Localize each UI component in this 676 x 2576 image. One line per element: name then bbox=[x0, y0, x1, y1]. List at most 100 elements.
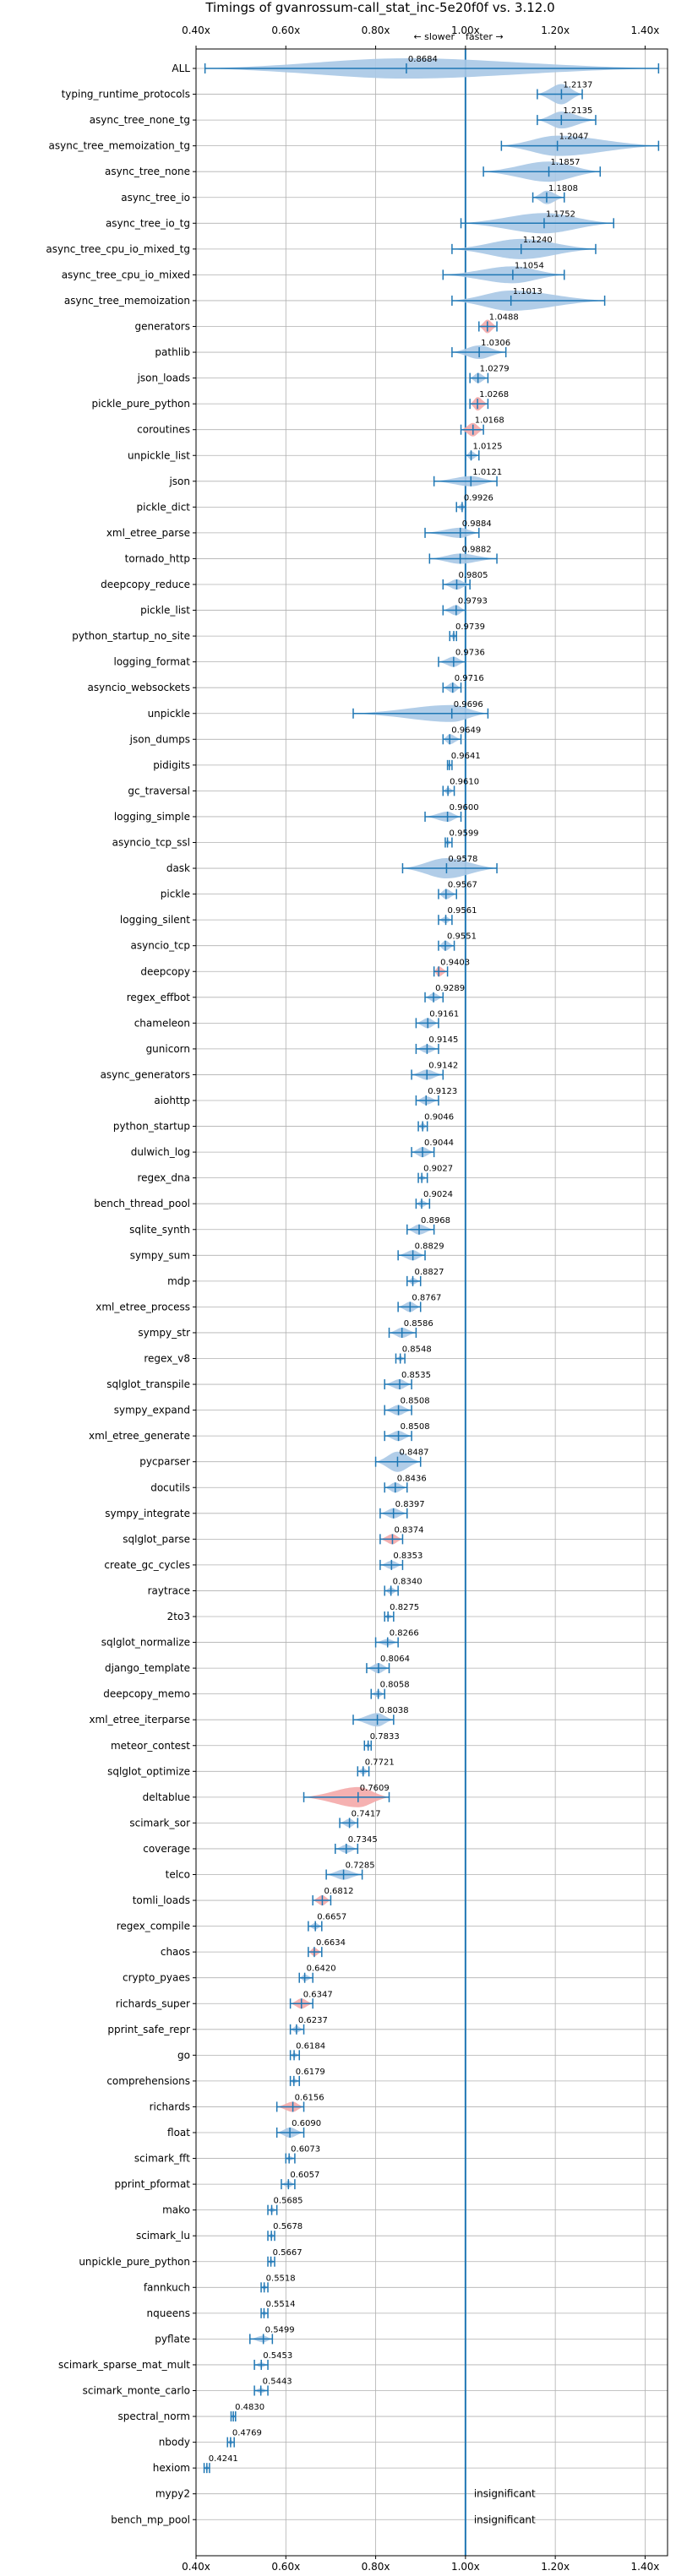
benchmark-name-label: unpickle bbox=[148, 708, 190, 720]
violin-bench_thread_pool: 0.9024 bbox=[415, 1190, 453, 1209]
value-label: 1.0121 bbox=[472, 468, 502, 477]
benchmark-name-label: pprint_safe_repr bbox=[107, 2024, 190, 2035]
benchmark-name-label: sqlglot_transpile bbox=[106, 1378, 190, 1390]
violin-float: 0.6090 bbox=[275, 2119, 321, 2138]
benchmark-name-label: pickle_list bbox=[140, 605, 190, 617]
violin-nbody: 0.4769 bbox=[226, 2429, 262, 2448]
value-label: 0.6090 bbox=[292, 2119, 321, 2128]
violin-sqlglot_parse: 0.8374 bbox=[379, 1525, 423, 1545]
violin-spectral_norm: 0.4830 bbox=[230, 2403, 264, 2422]
benchmark-name-label: sqlite_synth bbox=[129, 1224, 190, 1236]
benchmark-name-label: crypto_pyaes bbox=[123, 1972, 190, 1984]
violin-gc_traversal: 0.9610 bbox=[442, 777, 479, 796]
value-label: 1.1240 bbox=[523, 236, 553, 245]
benchmark-name-label: pickle_pure_python bbox=[92, 398, 190, 410]
violin-scimark_monte_carlo: 0.5443 bbox=[254, 2378, 292, 2396]
violin-async_generators: 0.9142 bbox=[411, 1061, 458, 1080]
violin-deepcopy_memo: 0.8058 bbox=[370, 1681, 410, 1699]
benchmark-name-label: sympy_sum bbox=[130, 1249, 190, 1261]
benchmark-name-label: meteor_contest bbox=[111, 1740, 190, 1752]
benchmark-name-label: mdp bbox=[167, 1275, 190, 1287]
violin-sqlglot_transpile: 0.8535 bbox=[384, 1371, 431, 1390]
violin-sympy_integrate: 0.8397 bbox=[379, 1500, 425, 1519]
value-label: 0.7345 bbox=[348, 1835, 378, 1845]
benchmark-name-label: mypy2 bbox=[155, 2488, 190, 2500]
violin-regex_dna: 0.9027 bbox=[417, 1165, 453, 1183]
value-label: 0.9641 bbox=[451, 752, 481, 761]
violin-telco: 0.7285 bbox=[325, 1861, 375, 1880]
value-label: 0.6156 bbox=[295, 2093, 324, 2102]
violin-tornado_http: 0.9882 bbox=[428, 545, 498, 564]
violin-richards: 0.6156 bbox=[275, 2093, 324, 2112]
value-label: 0.6184 bbox=[296, 2041, 325, 2051]
value-label: 0.7721 bbox=[365, 1758, 395, 1767]
benchmark-name-label: raytrace bbox=[148, 1584, 190, 1596]
benchmark-name-label: python_startup bbox=[113, 1121, 190, 1133]
value-label: 0.8829 bbox=[415, 1242, 444, 1251]
benchmark-name-label: asyncio_tcp bbox=[130, 940, 190, 952]
value-label: 0.8968 bbox=[421, 1216, 450, 1226]
benchmark-name-label: coroutines bbox=[137, 424, 190, 436]
value-label: 0.5678 bbox=[273, 2222, 303, 2231]
value-label: 0.5685 bbox=[274, 2197, 303, 2206]
benchmark-name-label: async_tree_io bbox=[121, 192, 190, 204]
violin-tomli_loads: 0.6812 bbox=[312, 1887, 353, 1906]
benchmark-name-label: float bbox=[167, 2127, 190, 2139]
x-tick-label-top: 0.60x bbox=[271, 24, 300, 36]
insignificant-label: insignificant bbox=[474, 2488, 536, 2500]
violin-regex_compile: 0.6657 bbox=[308, 1913, 346, 1932]
violin-pickle_pure_python: 1.0268 bbox=[469, 390, 509, 411]
benchmark-name-label: comprehensions bbox=[106, 2075, 190, 2087]
violin-coroutines: 1.0168 bbox=[460, 416, 504, 437]
benchmark-name-label: ALL bbox=[172, 62, 190, 74]
x-axis-ticks: 0.40x 0.40x 0.60x 0.60x 0.80x 0.80x 1.00x 1.00x… bbox=[182, 24, 659, 2573]
benchmark-name-label: aiohttp bbox=[154, 1095, 190, 1106]
benchmark-name-label: tornado_http bbox=[125, 552, 190, 564]
value-label: 0.9610 bbox=[450, 777, 479, 786]
benchmark-name-label: spectral_norm bbox=[117, 2410, 190, 2422]
benchmark-name-label: go bbox=[177, 2049, 190, 2061]
value-label: 0.6812 bbox=[324, 1887, 353, 1896]
violin-logging_simple: 0.9600 bbox=[424, 803, 479, 822]
benchmark-name-label: python_startup_no_site bbox=[72, 630, 190, 642]
benchmark-name-label: chaos bbox=[161, 1946, 190, 1958]
benchmark-rows: ALL 0.8684 typing_runtime_protocols 1.2137 a… bbox=[46, 55, 660, 2525]
benchmark-name-label: deepcopy_reduce bbox=[101, 579, 190, 590]
slower-direction-label: ← slower bbox=[413, 31, 455, 42]
violin-pyflate: 0.5499 bbox=[249, 2325, 295, 2345]
violin-sqlite_synth: 0.8968 bbox=[406, 1216, 450, 1235]
value-label: 1.0125 bbox=[473, 442, 503, 451]
benchmark-name-label: scimark_fft bbox=[134, 2153, 190, 2165]
value-label: 0.6347 bbox=[303, 1990, 333, 1999]
faster-direction-label: faster → bbox=[466, 31, 504, 42]
violin-mdp: 0.8827 bbox=[406, 1268, 444, 1286]
insignificant-label: insignificant bbox=[474, 2514, 536, 2525]
x-tick-label-top: 1.20x bbox=[541, 24, 570, 36]
benchmark-name-label: logging_simple bbox=[114, 811, 190, 823]
benchmark-name-label: scimark_sparse_mat_mult bbox=[58, 2359, 190, 2371]
violin-pickle: 0.9567 bbox=[438, 881, 477, 899]
benchmark-name-label: unpickle_list bbox=[128, 449, 190, 461]
value-label: 1.1808 bbox=[548, 184, 578, 193]
violin-generators: 1.0488 bbox=[478, 313, 519, 334]
benchmark-name-label: regex_v8 bbox=[144, 1353, 190, 1365]
value-label: 0.9600 bbox=[450, 803, 479, 812]
value-label: 0.4769 bbox=[232, 2429, 262, 2438]
benchmark-name-label: chameleon bbox=[134, 1017, 190, 1029]
value-label: 0.4241 bbox=[209, 2454, 238, 2464]
violin-richards_super: 0.6347 bbox=[289, 1990, 333, 2009]
value-label: 0.6237 bbox=[298, 2016, 328, 2025]
value-label: 0.7417 bbox=[352, 1809, 381, 1818]
value-label: 0.9567 bbox=[448, 881, 477, 890]
value-label: 0.8064 bbox=[380, 1655, 410, 1664]
value-label: 0.8535 bbox=[401, 1371, 431, 1380]
violin-sqlglot_optimize: 0.7721 bbox=[357, 1758, 395, 1777]
benchmark-name-label: logging_format bbox=[113, 656, 190, 668]
value-label: 0.8548 bbox=[402, 1345, 432, 1355]
violin-pathlib: 1.0306 bbox=[451, 339, 510, 360]
violin-python_startup_no_site: 0.9739 bbox=[449, 622, 485, 642]
violin-deepcopy_reduce: 0.9805 bbox=[442, 571, 488, 590]
value-label: 0.9649 bbox=[451, 726, 481, 735]
value-label: 0.6657 bbox=[317, 1913, 346, 1922]
value-label: 1.2135 bbox=[563, 106, 592, 116]
